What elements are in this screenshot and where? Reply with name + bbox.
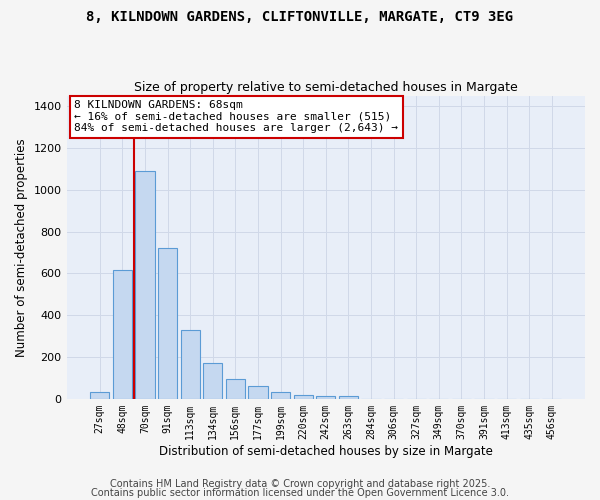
Bar	[226, 379, 245, 399]
Bar	[203, 364, 223, 399]
Bar	[181, 330, 200, 399]
Text: Contains public sector information licensed under the Open Government Licence 3.: Contains public sector information licen…	[91, 488, 509, 498]
Text: Contains HM Land Registry data © Crown copyright and database right 2025.: Contains HM Land Registry data © Crown c…	[110, 479, 490, 489]
Bar	[293, 394, 313, 399]
Title: Size of property relative to semi-detached houses in Margate: Size of property relative to semi-detach…	[134, 82, 518, 94]
Bar	[90, 392, 109, 399]
Text: 8 KILNDOWN GARDENS: 68sqm
← 16% of semi-detached houses are smaller (515)
84% of: 8 KILNDOWN GARDENS: 68sqm ← 16% of semi-…	[74, 100, 398, 134]
Bar	[316, 396, 335, 399]
Y-axis label: Number of semi-detached properties: Number of semi-detached properties	[15, 138, 28, 356]
Bar	[113, 270, 132, 399]
Bar	[339, 396, 358, 399]
Text: 8, KILNDOWN GARDENS, CLIFTONVILLE, MARGATE, CT9 3EG: 8, KILNDOWN GARDENS, CLIFTONVILLE, MARGA…	[86, 10, 514, 24]
Bar	[271, 392, 290, 399]
X-axis label: Distribution of semi-detached houses by size in Margate: Distribution of semi-detached houses by …	[159, 444, 493, 458]
Bar	[136, 171, 155, 399]
Bar	[158, 248, 177, 399]
Bar	[248, 386, 268, 399]
